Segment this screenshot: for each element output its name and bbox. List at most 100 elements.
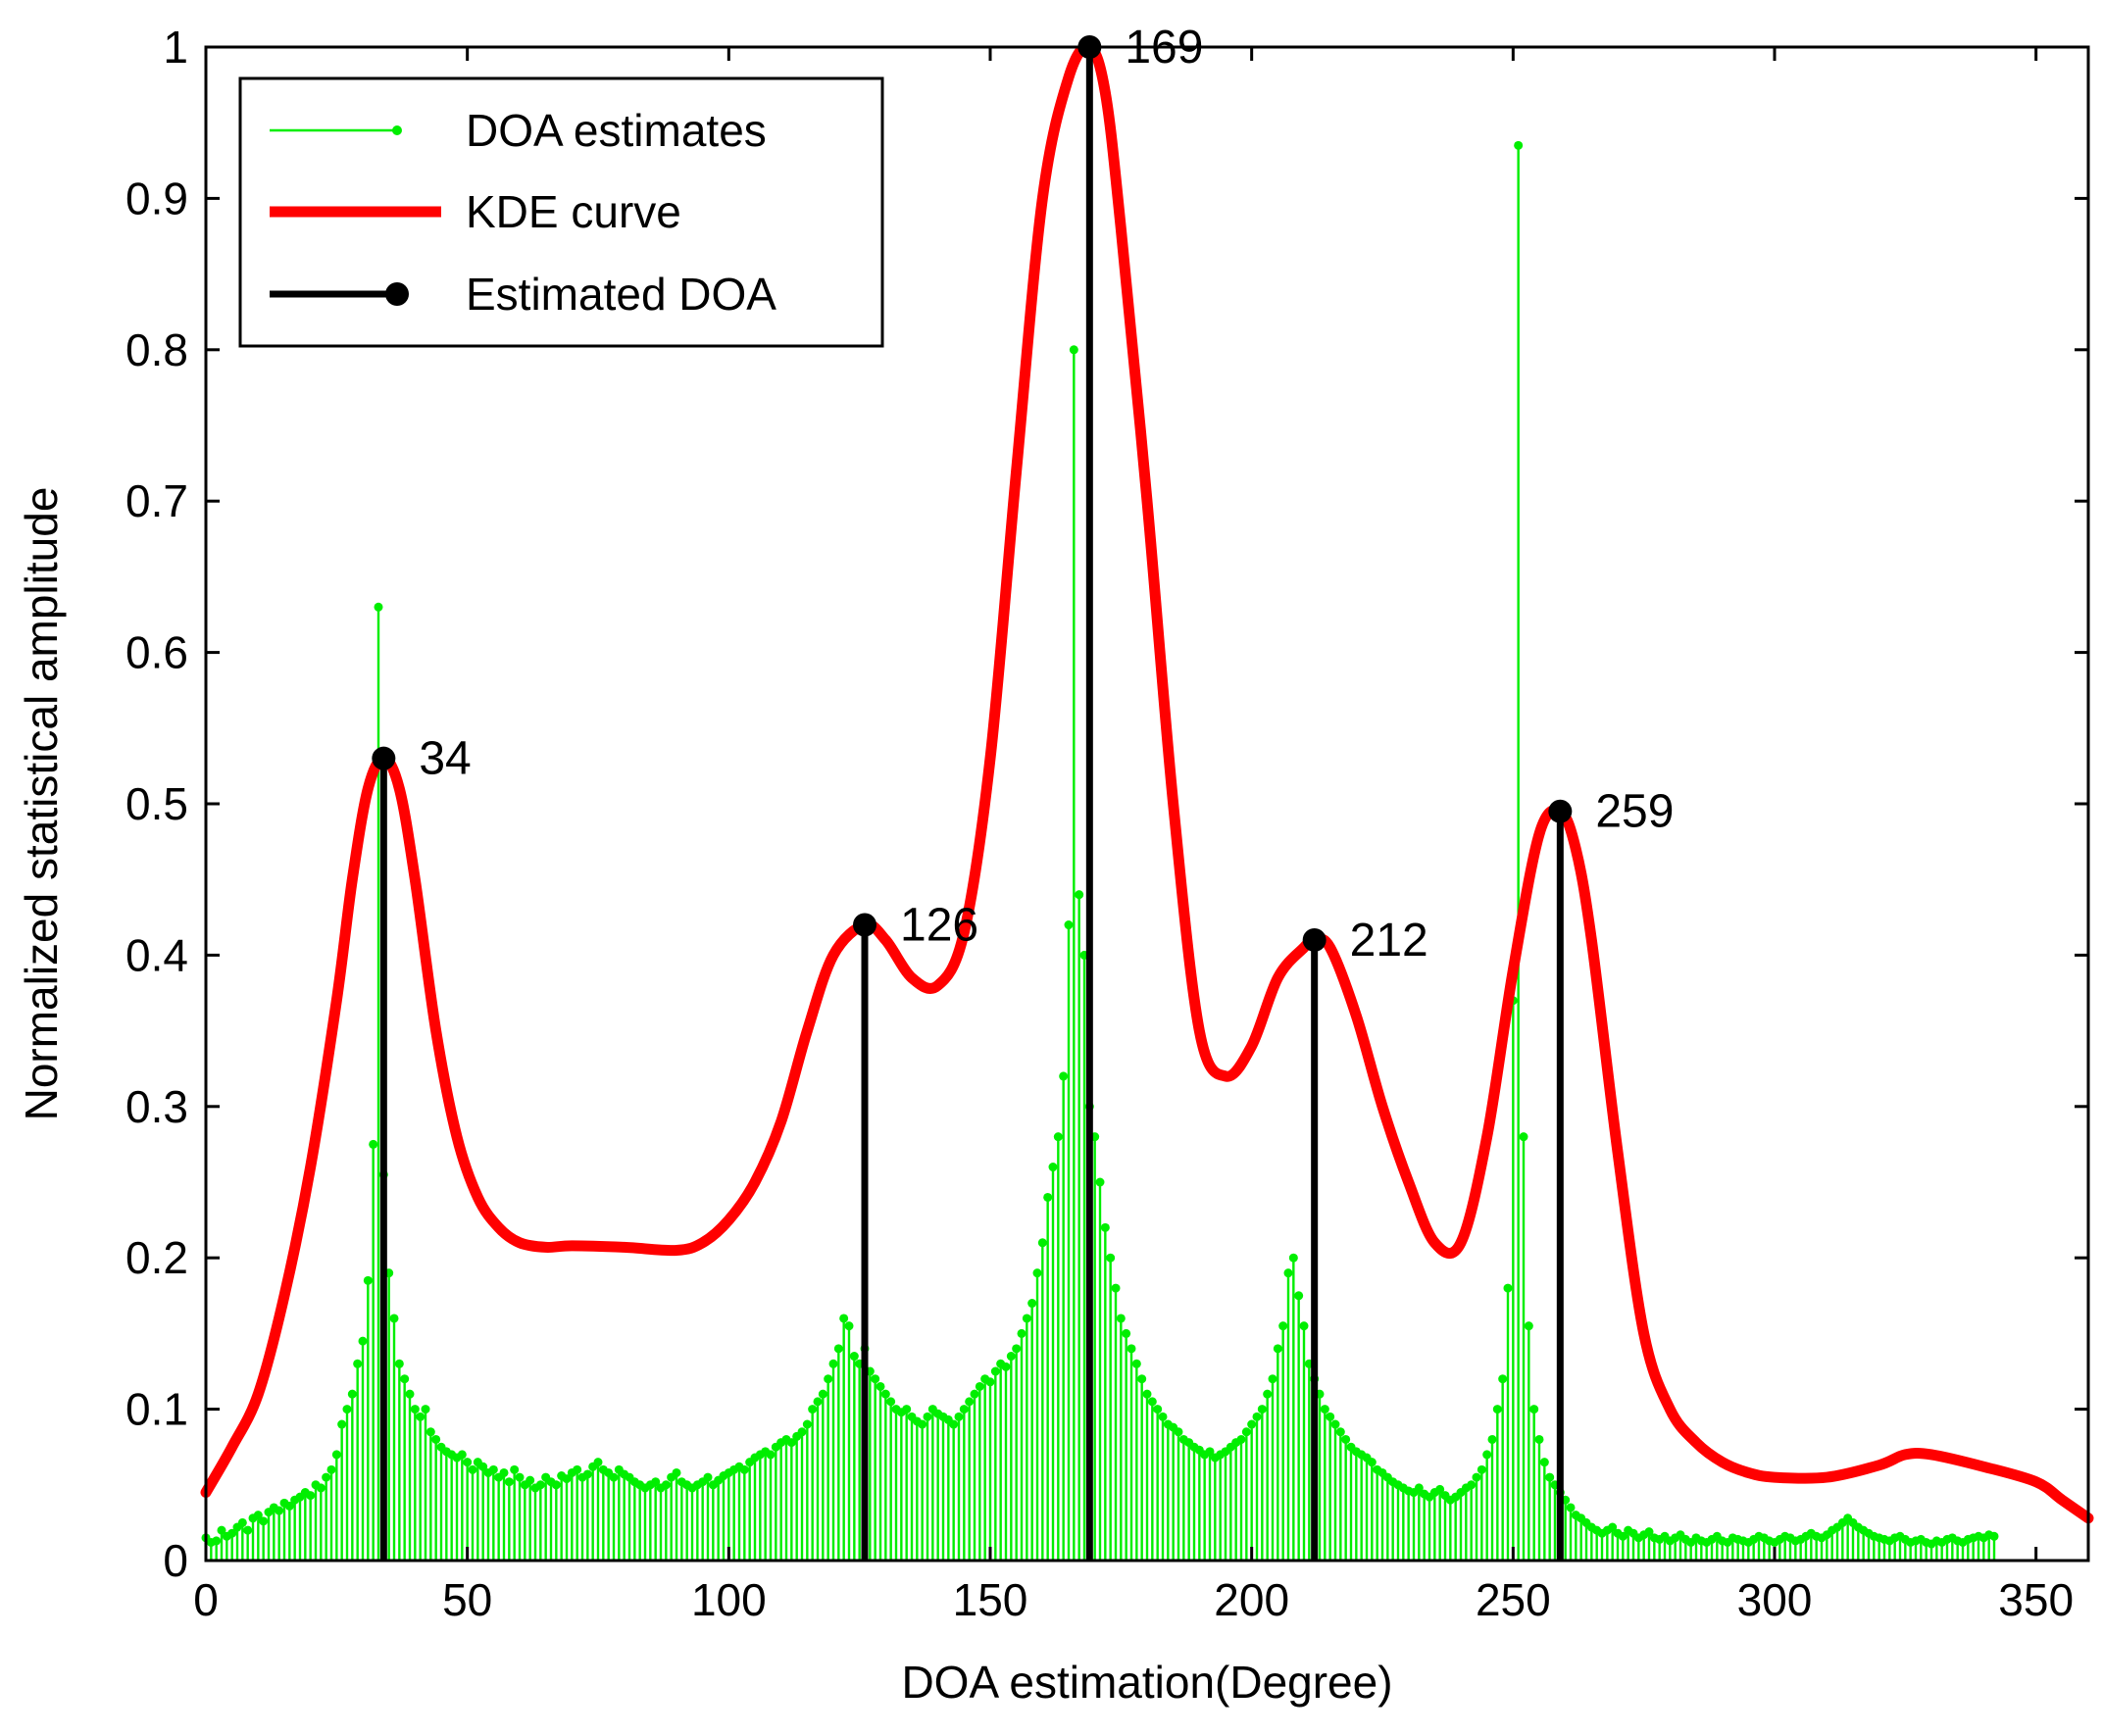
y-tick-label: 0.6	[125, 627, 188, 678]
doa-estimate-marker	[985, 1377, 995, 1387]
doa-estimate-marker	[1472, 1472, 1481, 1482]
doa-estimate-marker	[551, 1480, 561, 1490]
doa-estimate-marker	[975, 1381, 984, 1391]
doa-estimate-marker	[1263, 1389, 1273, 1399]
doa-estimate-marker	[1467, 1480, 1477, 1490]
doa-estimate-marker	[405, 1389, 415, 1399]
doa-estimate-marker	[1414, 1483, 1424, 1493]
doa-estimate-marker	[923, 1412, 932, 1421]
doa-estimate-marker	[431, 1434, 441, 1444]
doa-estimate-marker	[515, 1472, 525, 1482]
doa-estimate-marker	[400, 1374, 410, 1384]
doa-estimate-marker	[1027, 1299, 1037, 1309]
doa-estimate-marker	[1142, 1389, 1152, 1399]
doa-estimate-marker	[1048, 1163, 1058, 1172]
doa-estimate-marker	[426, 1427, 435, 1437]
doa-estimate-marker	[1095, 1177, 1105, 1187]
doa-estimate-marker	[824, 1374, 833, 1384]
doa-estimate-marker	[802, 1419, 812, 1429]
doa-estimate-marker	[876, 1381, 885, 1391]
legend-label: DOA estimates	[466, 105, 767, 156]
x-tick-label: 150	[953, 1574, 1028, 1625]
y-tick-label: 0.2	[125, 1232, 188, 1283]
x-tick-label: 300	[1737, 1574, 1813, 1625]
doa-estimate-marker	[1273, 1344, 1282, 1354]
doa-estimate-marker	[1539, 1458, 1549, 1467]
doa-estimate-marker	[468, 1464, 477, 1474]
doa-estimate-marker	[1012, 1344, 1022, 1354]
doa-estimate-marker	[1064, 920, 1074, 930]
y-tick-label: 0	[163, 1535, 188, 1586]
doa-estimate-marker	[526, 1475, 535, 1485]
doa-estimate-marker	[1294, 1291, 1304, 1301]
doa-estimate-marker	[217, 1525, 226, 1535]
doa-estimate-marker	[1268, 1374, 1277, 1384]
doa-estimate-marker	[1335, 1427, 1345, 1437]
legend-label: Estimated DOA	[466, 269, 776, 320]
doa-estimate-marker	[818, 1389, 827, 1399]
doa-estimate-marker	[421, 1405, 430, 1414]
doa-estimate-marker	[363, 1275, 373, 1285]
doa-estimate-marker	[410, 1405, 420, 1414]
doa-estimate-marker	[342, 1405, 352, 1414]
doa-estimate-marker	[1498, 1374, 1508, 1384]
kde-curve-line	[200, 41, 2094, 1524]
doa-estimate-marker	[1043, 1192, 1053, 1202]
doa-estimate-marker	[1205, 1447, 1215, 1457]
doa-estimate-marker	[1032, 1268, 1042, 1278]
kde-curve-series	[200, 41, 2094, 1524]
doa-estimate-marker	[499, 1467, 509, 1477]
doa-estimate-marker	[1482, 1450, 1492, 1460]
doa-estimate-marker	[1153, 1405, 1163, 1414]
y-tick-label: 0.7	[125, 475, 188, 526]
legend: DOA estimates KDE curve Estimated DOA	[238, 76, 884, 348]
doa-estimate-marker	[1257, 1405, 1267, 1414]
doa-estimate-marker	[593, 1458, 603, 1467]
doa-estimate-marker	[1247, 1419, 1257, 1429]
doa-estimate-marker	[1278, 1321, 1288, 1331]
doa-estimate-marker	[1326, 1412, 1335, 1421]
doa-estimate-marker	[1524, 1321, 1533, 1331]
doa-estimate-marker	[463, 1458, 473, 1467]
x-axis-label: DOA estimation(Degree)	[901, 1657, 1392, 1708]
doa-estimate-marker	[212, 1536, 222, 1546]
doa-estimate-marker	[828, 1359, 838, 1368]
doa-estimate-marker	[573, 1464, 582, 1474]
doa-estimate-marker	[535, 1480, 545, 1490]
doa-estimate-marker	[703, 1472, 713, 1482]
doa-estimate-marker	[1137, 1374, 1147, 1384]
doa-estimate-marker	[1106, 1253, 1116, 1263]
doa-estimate-marker	[1017, 1328, 1026, 1338]
doa-estimate-marker	[316, 1483, 325, 1493]
legend-label: KDE curve	[466, 186, 681, 237]
doa-estimate-marker	[959, 1405, 969, 1414]
y-tick-label: 1	[163, 22, 188, 73]
y-tick-label: 0.8	[125, 324, 188, 375]
doa-estimate-marker	[369, 1139, 378, 1149]
doa-estimate-marker	[1100, 1222, 1110, 1232]
doa-estimate-marker	[1299, 1321, 1309, 1331]
axis-ticks: 0 50 100 150 200 250 300 350 0 0.1 0.2 0.3 0.4 0.5 0.6…	[125, 22, 2088, 1625]
doa-estimate-marker	[1006, 1352, 1016, 1362]
estimated-doa-marker	[372, 746, 396, 770]
doa-estimate-marker	[672, 1467, 681, 1477]
doa-estimate-marker	[1283, 1268, 1293, 1278]
doa-estimate-marker	[1487, 1434, 1497, 1444]
doa-estimate-marker	[1514, 140, 1524, 150]
doa-estimate-marker	[786, 1438, 796, 1448]
doa-estimate-marker	[1644, 1527, 1654, 1537]
doa-estimate-marker	[797, 1427, 807, 1437]
x-tick-label: 250	[1476, 1574, 1551, 1625]
doa-estimate-marker	[766, 1450, 776, 1460]
doa-estimate-marker	[1069, 345, 1078, 355]
y-tick-label: 0.9	[125, 173, 188, 223]
estimated-doa-label: 212	[1350, 915, 1428, 967]
doa-estimate-marker	[1534, 1434, 1544, 1444]
doa-estimate-marker	[1158, 1412, 1168, 1421]
doa-estimate-marker	[389, 1314, 399, 1323]
doa-estimate-marker	[374, 602, 383, 612]
x-tick-label: 50	[442, 1574, 492, 1625]
doa-estimate-marker	[1330, 1419, 1340, 1429]
